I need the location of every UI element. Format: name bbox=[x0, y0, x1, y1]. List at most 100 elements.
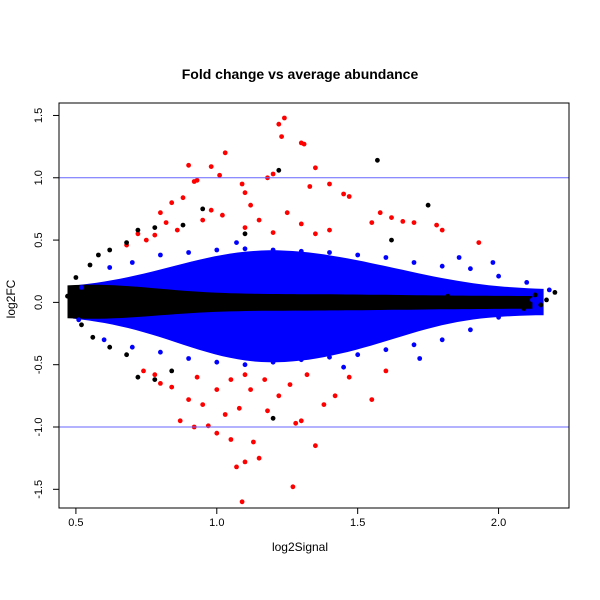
y-tick-label-1: -1.0 bbox=[33, 418, 45, 437]
data-point-s0-12 bbox=[270, 171, 276, 177]
data-point-s0-26 bbox=[158, 210, 163, 216]
data-point-s1-34 bbox=[530, 297, 535, 303]
y-tick-label-2: -0.5 bbox=[33, 355, 45, 374]
data-point-s1-20 bbox=[186, 356, 192, 361]
data-point-s1-27 bbox=[383, 347, 389, 353]
data-point-s0-70 bbox=[276, 393, 282, 399]
data-point-s2-17 bbox=[124, 352, 129, 358]
data-point-s0-42 bbox=[327, 227, 332, 233]
data-point-s0-18 bbox=[180, 195, 186, 201]
data-point-s1-10 bbox=[383, 255, 389, 260]
data-point-s2-8 bbox=[107, 247, 113, 253]
data-point-s0-27 bbox=[163, 220, 169, 226]
data-point-s2-28 bbox=[389, 237, 394, 243]
x-axis: 0.5 1.0 1.5 2.0 bbox=[68, 507, 506, 529]
data-point-s2-21 bbox=[270, 415, 276, 421]
data-point-s0-10 bbox=[191, 179, 197, 184]
data-point-s0-83 bbox=[383, 368, 389, 374]
data-point-s0-24 bbox=[208, 207, 214, 213]
data-point-s0-37 bbox=[298, 221, 304, 227]
data-point-s0-21 bbox=[346, 194, 352, 199]
data-point-s2-0 bbox=[375, 157, 380, 163]
y-tick-label-5: 1.0 bbox=[33, 170, 45, 185]
data-point-s0-73 bbox=[169, 384, 175, 390]
data-point-s0-36 bbox=[256, 217, 262, 223]
data-point-s1-7 bbox=[298, 248, 304, 254]
data-point-s1-19 bbox=[158, 349, 163, 355]
data-point-s0-28 bbox=[377, 210, 383, 216]
data-point-s0-74 bbox=[158, 381, 163, 386]
data-point-s0-23 bbox=[284, 210, 290, 216]
data-point-s1-5 bbox=[242, 246, 248, 252]
data-point-s0-30 bbox=[400, 219, 406, 224]
data-point-s0-5 bbox=[222, 150, 228, 156]
data-point-s1-33 bbox=[76, 317, 82, 323]
data-point-s0-71 bbox=[248, 387, 254, 392]
data-point-s1-37 bbox=[341, 364, 346, 370]
data-point-s0-41 bbox=[174, 227, 180, 233]
data-point-s0-4 bbox=[279, 134, 284, 140]
data-point-s1-15 bbox=[524, 280, 530, 285]
data-point-s2-27 bbox=[445, 293, 451, 299]
data-point-s0-57 bbox=[214, 430, 220, 436]
data-point-s1-28 bbox=[411, 342, 417, 348]
data-point-s0-60 bbox=[177, 418, 183, 424]
data-point-s1-16 bbox=[546, 287, 552, 293]
data-point-s0-67 bbox=[332, 393, 338, 399]
data-point-s0-48 bbox=[239, 499, 245, 505]
data-point-s1-1 bbox=[129, 260, 135, 265]
data-point-s0-49 bbox=[290, 484, 296, 490]
data-point-s0-77 bbox=[152, 372, 158, 378]
data-point-s2-10 bbox=[87, 262, 93, 268]
data-point-s2-5 bbox=[152, 225, 158, 231]
data-point-s0-0 bbox=[282, 115, 287, 121]
data-point-s0-51 bbox=[242, 459, 248, 465]
data-point-s2-26 bbox=[538, 302, 544, 308]
data-point-s0-63 bbox=[265, 408, 270, 414]
data-point-s0-72 bbox=[214, 387, 220, 392]
data-point-s0-47 bbox=[313, 231, 318, 237]
data-point-s0-66 bbox=[321, 402, 327, 407]
data-point-s0-81 bbox=[346, 374, 352, 380]
data-point-s0-3 bbox=[301, 141, 307, 147]
data-point-s1-2 bbox=[158, 252, 163, 258]
data-point-s1-30 bbox=[468, 327, 473, 333]
data-point-s0-76 bbox=[228, 377, 234, 382]
data-point-s2-6 bbox=[135, 227, 141, 233]
data-point-s1-36 bbox=[417, 356, 423, 361]
y-tick-label-4: 0.5 bbox=[33, 232, 45, 247]
black-density-core bbox=[67, 284, 533, 319]
data-point-s2-22 bbox=[544, 297, 549, 303]
data-point-s1-29 bbox=[439, 337, 445, 343]
data-point-s1-12 bbox=[439, 263, 445, 269]
data-point-s2-15 bbox=[90, 334, 96, 340]
data-point-s2-23 bbox=[552, 290, 558, 295]
data-point-s0-56 bbox=[251, 439, 256, 445]
data-point-s1-18 bbox=[129, 344, 135, 350]
data-point-s1-39 bbox=[456, 255, 462, 260]
data-point-s1-0 bbox=[107, 265, 113, 270]
data-point-s1-24 bbox=[298, 357, 304, 363]
data-point-s0-1 bbox=[276, 121, 282, 127]
data-point-s0-34 bbox=[369, 220, 375, 226]
data-point-s0-22 bbox=[248, 202, 254, 208]
data-point-s0-38 bbox=[135, 231, 141, 237]
data-point-s2-3 bbox=[200, 206, 206, 212]
y-axis-label: log2FC bbox=[4, 279, 18, 318]
data-point-s2-1 bbox=[425, 202, 431, 208]
data-point-s0-80 bbox=[304, 372, 310, 378]
data-point-s2-9 bbox=[96, 252, 101, 258]
data-point-s0-50 bbox=[234, 464, 239, 470]
data-point-s0-8 bbox=[186, 162, 192, 168]
y-tick-label-3: 0.0 bbox=[33, 295, 45, 310]
data-point-s2-16 bbox=[107, 344, 113, 350]
y-tick-label-6: 1.5 bbox=[33, 108, 45, 123]
data-point-s2-11 bbox=[73, 275, 79, 280]
data-point-s0-17 bbox=[242, 190, 248, 196]
reference-lines bbox=[59, 177, 569, 428]
data-point-s0-69 bbox=[186, 397, 192, 402]
data-point-s2-7 bbox=[124, 240, 129, 246]
data-point-s0-35 bbox=[200, 217, 206, 223]
data-point-s1-9 bbox=[355, 252, 361, 258]
